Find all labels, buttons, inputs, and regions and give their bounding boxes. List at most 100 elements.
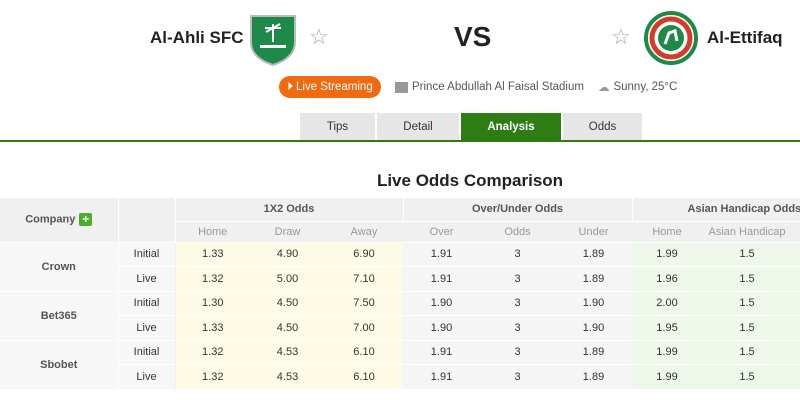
- odds-value: [792, 364, 800, 390]
- odds-value: 4.50: [250, 291, 325, 316]
- tab-odds[interactable]: Odds: [563, 113, 642, 141]
- column-header: Away: [325, 221, 403, 243]
- column-header: [792, 221, 800, 243]
- cloud-sun-icon: ☁: [597, 82, 610, 94]
- stadium-name: Prince Abdullah Al Faisal Stadium: [412, 81, 584, 93]
- odds-value: 1.91: [403, 242, 480, 267]
- odds-value: 1.5: [702, 315, 793, 341]
- odds-value: [792, 266, 800, 292]
- section-title: Live Odds Comparison: [376, 171, 564, 190]
- odds-type: Live: [118, 315, 176, 341]
- odds-value: 1.30: [175, 291, 250, 316]
- stadium-info: Prince Abdullah Al Faisal Stadium: [395, 81, 584, 93]
- table-row: Live 1.33 4.50 7.00 1.90 3 1.90 1.95 1.5: [0, 315, 800, 341]
- odds-type: Initial: [118, 242, 176, 267]
- weather-text: Sunny, 25°C: [613, 81, 678, 93]
- odds-value: 6.90: [325, 242, 403, 267]
- odds-value: 1.95: [632, 315, 703, 341]
- odds-value: 1.5: [702, 340, 793, 365]
- away-team-name[interactable]: Al-Ettifaq: [707, 28, 783, 47]
- table-row: Crown Initial 1.33 4.90 6.90 1.91 3 1.89 1.99 1.5: [0, 242, 800, 292]
- odds-value: 1.89: [555, 266, 633, 292]
- odds-value: 1.99: [632, 242, 703, 267]
- odds-type: Initial: [118, 340, 176, 365]
- table-row: Sbobet Initial 1.32 4.53 6.10 1.91 3 1.89 1.99 1.…: [0, 340, 800, 390]
- odds-value: 4.53: [250, 340, 325, 365]
- odds-value: 1.32: [175, 340, 250, 365]
- live-streaming-button[interactable]: ⏵ Live Streaming: [279, 76, 381, 98]
- column-header: Home: [632, 221, 703, 243]
- odds-value: [792, 340, 800, 365]
- group-header-over-under: Over/Under Odds: [403, 198, 633, 222]
- favorite-away-star-icon[interactable]: ☆: [611, 24, 631, 49]
- stadium-icon: [395, 81, 408, 93]
- odds-value: 6.10: [325, 340, 403, 365]
- odds-value: 1.32: [175, 364, 250, 390]
- odds-value: 1.91: [403, 340, 480, 365]
- tab-divider: [0, 140, 800, 142]
- tab-tips[interactable]: Tips: [300, 113, 375, 141]
- odds-value: 7.10: [325, 266, 403, 292]
- odds-value: 3: [480, 266, 555, 292]
- company-name[interactable]: Sbobet: [0, 340, 119, 390]
- group-header-1x2: 1X2 Odds: [175, 198, 404, 222]
- group-header-asian-handicap: Asian Handicap Odds: [632, 198, 800, 222]
- odds-value: 3: [480, 364, 555, 390]
- odds-value: [792, 315, 800, 341]
- column-header: Asian Handicap: [702, 221, 793, 243]
- odds-value: 3: [480, 291, 555, 316]
- odds-value: 1.90: [555, 315, 633, 341]
- company-name[interactable]: Bet365: [0, 291, 119, 341]
- live-streaming-label: Live Streaming: [296, 81, 373, 93]
- column-header: Odds: [480, 221, 555, 243]
- odds-value: 3: [480, 242, 555, 267]
- tab-detail[interactable]: Detail: [377, 113, 459, 141]
- play-icon: ⏵: [287, 80, 294, 93]
- table-row: Live 1.32 5.00 7.10 1.91 3 1.89 1.96 1.5: [0, 266, 800, 292]
- odds-value: 1.32: [175, 266, 250, 292]
- column-header: Under: [555, 221, 633, 243]
- odds-value: 1.90: [555, 291, 633, 316]
- odds-value: 2.00: [632, 291, 703, 316]
- odds-value: 1.99: [632, 364, 703, 390]
- type-header: [118, 198, 176, 243]
- odds-value: 7.00: [325, 315, 403, 341]
- weather-info: ☁ Sunny, 25°C: [598, 80, 677, 94]
- odds-value: 6.10: [325, 364, 403, 390]
- odds-value: 5.00: [250, 266, 325, 292]
- add-company-icon[interactable]: +: [79, 213, 93, 227]
- odds-value: 7.50: [325, 291, 403, 316]
- match-info-row: ⏵ Live Streaming Prince Abdullah Al Faisa…: [279, 76, 677, 98]
- column-header: Draw: [250, 221, 325, 243]
- odds-value: [792, 291, 800, 316]
- table-row: Live 1.32 4.53 6.10 1.91 3 1.89 1.99 1.5: [0, 364, 800, 390]
- column-header: Home: [175, 221, 250, 243]
- odds-value: 1.91: [403, 266, 480, 292]
- odds-value: 4.53: [250, 364, 325, 390]
- odds-value: 4.50: [250, 315, 325, 341]
- column-header: Over: [403, 221, 480, 243]
- odds-value: 1.89: [555, 242, 633, 267]
- odds-value: 4.90: [250, 242, 325, 267]
- odds-value: 1.5: [702, 266, 793, 292]
- odds-value: 3: [480, 315, 555, 341]
- home-team-logo: [250, 15, 296, 66]
- home-team-name[interactable]: Al-Ahli SFC: [150, 28, 244, 47]
- odds-value: 1.33: [175, 242, 250, 267]
- odds-value: 1.91: [403, 364, 480, 390]
- company-name[interactable]: Crown: [0, 242, 119, 292]
- tab-analysis[interactable]: Analysis: [461, 113, 561, 141]
- odds-value: 1.90: [403, 315, 480, 341]
- odds-type: Live: [118, 266, 176, 292]
- odds-table: Company + 1X2 Odds Over/Under Odds Asian …: [0, 198, 800, 390]
- favorite-home-star-icon[interactable]: ☆: [309, 24, 329, 49]
- odds-value: 1.5: [702, 242, 793, 267]
- odds-type: Live: [118, 364, 176, 390]
- odds-value: [792, 242, 800, 267]
- odds-value: 1.5: [702, 291, 793, 316]
- company-header-label: Company: [25, 213, 76, 226]
- vs-label: VS: [454, 21, 492, 52]
- odds-value: 1.89: [555, 340, 633, 365]
- odds-value: 1.89: [555, 364, 633, 390]
- odds-value: 1.33: [175, 315, 250, 341]
